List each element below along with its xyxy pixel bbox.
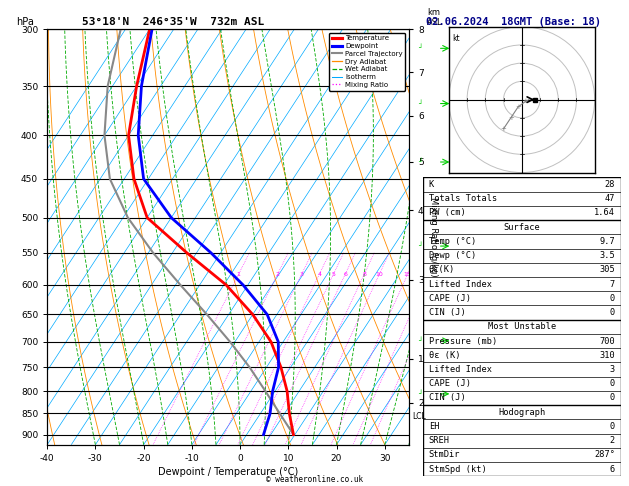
Text: EH: EH [428,422,439,431]
Text: kt: kt [452,34,460,43]
Y-axis label: Mixing Ratio (g/kg): Mixing Ratio (g/kg) [428,197,438,277]
Text: 7: 7 [610,279,615,289]
Text: ┘: ┘ [418,338,423,344]
Text: LCL: LCL [413,413,426,421]
Text: Temp (°C): Temp (°C) [428,237,476,246]
Text: 3: 3 [610,365,615,374]
Text: 0: 0 [610,379,615,388]
Text: 0: 0 [610,294,615,303]
Text: 1: 1 [237,272,240,277]
Text: © weatheronline.co.uk: © weatheronline.co.uk [266,474,363,484]
Text: Lifted Index: Lifted Index [428,279,492,289]
Text: 287°: 287° [594,451,615,459]
Text: CIN (J): CIN (J) [428,394,465,402]
Text: 310: 310 [599,351,615,360]
Text: CIN (J): CIN (J) [428,308,465,317]
Legend: Temperature, Dewpoint, Parcel Trajectory, Dry Adiabat, Wet Adiabat, Isotherm, Mi: Temperature, Dewpoint, Parcel Trajectory… [329,33,405,90]
Text: +: + [523,99,528,104]
Text: 700: 700 [599,337,615,346]
X-axis label: Dewpoint / Temperature (°C): Dewpoint / Temperature (°C) [158,467,298,477]
Text: 6: 6 [343,272,347,277]
Text: +: + [501,126,506,132]
Text: 0: 0 [610,308,615,317]
Text: StmSpd (kt): StmSpd (kt) [428,465,486,474]
Text: CAPE (J): CAPE (J) [428,379,470,388]
Text: Pressure (mb): Pressure (mb) [428,337,497,346]
Text: hPa: hPa [16,17,35,27]
Text: 10: 10 [376,272,383,277]
Text: 6: 6 [610,465,615,474]
Text: Surface: Surface [503,223,540,232]
Text: θε (K): θε (K) [428,351,460,360]
Text: ┘: ┘ [418,101,423,106]
Text: 0: 0 [610,394,615,402]
Text: 3: 3 [299,272,304,277]
Text: +: + [508,115,514,121]
Text: 2: 2 [276,272,279,277]
Text: ┘: ┘ [418,391,423,397]
Text: PW (cm): PW (cm) [428,208,465,217]
Text: 1.64: 1.64 [594,208,615,217]
Text: 47: 47 [604,194,615,203]
Text: Hodograph: Hodograph [498,408,545,417]
Text: +: + [515,104,521,110]
Text: StmDir: StmDir [428,451,460,459]
Text: 02.06.2024  18GMT (Base: 18): 02.06.2024 18GMT (Base: 18) [426,17,601,27]
Text: 53°18'N  246°35'W  732m ASL: 53°18'N 246°35'W 732m ASL [82,17,264,27]
Text: 3.5: 3.5 [599,251,615,260]
Text: Lifted Index: Lifted Index [428,365,492,374]
Text: 15: 15 [404,272,411,277]
Text: 8: 8 [362,272,366,277]
Text: km
ASL: km ASL [427,8,443,27]
Text: ┘: ┘ [418,243,423,249]
Text: Dewp (°C): Dewp (°C) [428,251,476,260]
Text: SREH: SREH [428,436,450,445]
Text: CAPE (J): CAPE (J) [428,294,470,303]
Text: 9.7: 9.7 [599,237,615,246]
Text: 4: 4 [317,272,321,277]
Text: K: K [428,180,434,189]
Text: 0: 0 [610,422,615,431]
Text: θε(K): θε(K) [428,265,455,275]
Text: 5: 5 [331,272,335,277]
Text: Most Unstable: Most Unstable [487,322,556,331]
Text: ┘: ┘ [418,45,423,52]
Text: 305: 305 [599,265,615,275]
Text: 28: 28 [604,180,615,189]
Text: 2: 2 [610,436,615,445]
Text: ┘: ┘ [418,159,423,165]
Text: Totals Totals: Totals Totals [428,194,497,203]
